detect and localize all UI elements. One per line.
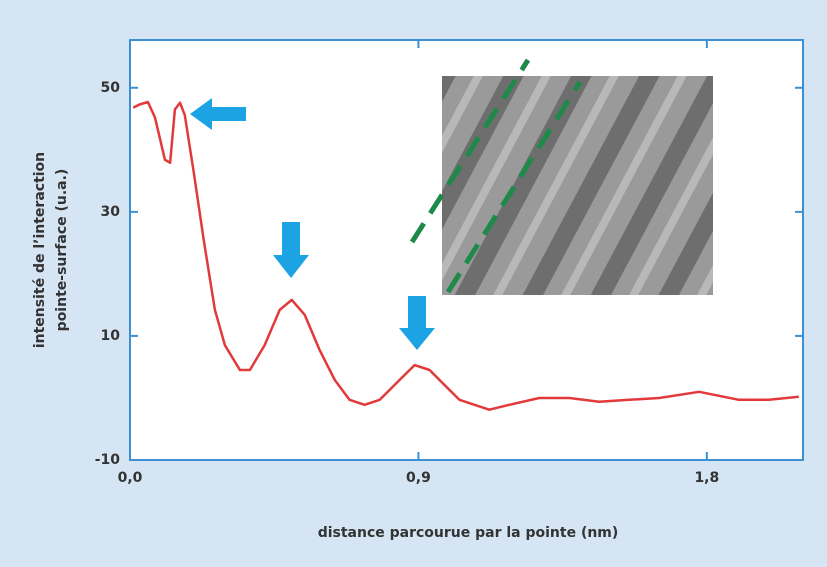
y-tick-label: 30: [101, 204, 121, 220]
stm-image: [442, 76, 713, 295]
x-tick-label: 1,8: [694, 470, 719, 486]
inset-image: [412, 60, 713, 295]
y-tick-label: 10: [101, 328, 121, 344]
chart: distance parcourue par la pointe (nm) in…: [0, 0, 827, 567]
y-axis-label: pointe-surface (u.a.): [54, 169, 70, 332]
y-tick-label: -10: [95, 452, 121, 468]
x-axis-label: distance parcourue par la pointe (nm): [318, 525, 619, 541]
y-tick-label: 50: [101, 80, 121, 96]
y-axis-label: intensité de l’interaction: [32, 152, 48, 348]
x-tick-label: 0,9: [406, 470, 431, 486]
x-tick-label: 0,0: [118, 470, 143, 486]
